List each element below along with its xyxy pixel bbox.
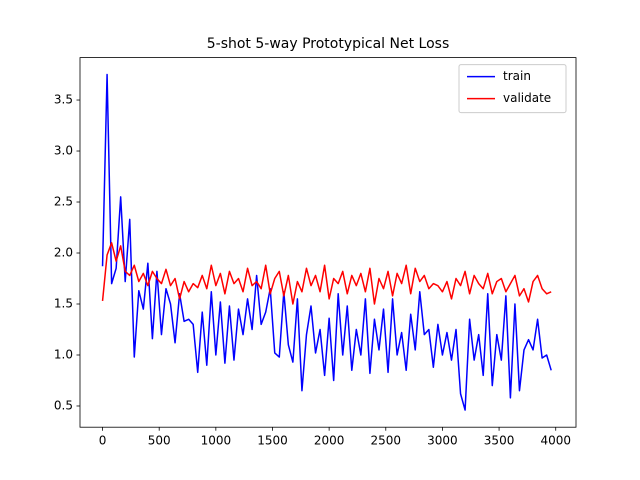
y-tick-label: 1.5 [54,297,73,311]
plot-frame [79,57,577,428]
x-tick-label: 500 [148,434,171,448]
x-tick-label: 2000 [314,434,345,448]
x-tick-label: 1000 [201,434,232,448]
x-tick-label: 3500 [484,434,515,448]
x-tick-label: 0 [99,434,107,448]
x-tick-label: 2500 [371,434,402,448]
y-tick-label: 3.5 [54,93,73,107]
y-tick-label: 2.0 [54,246,73,260]
y-tick-label: 1.0 [54,347,73,361]
y-tick-label: 0.5 [54,398,73,412]
legend-label: validate [503,91,551,105]
x-tick-label: 1500 [257,434,288,448]
x-tick-label: 3000 [427,434,458,448]
line-series [101,242,552,305]
x-tick-label: 4000 [540,434,571,448]
legend-label: train [503,69,531,83]
chart-title: 5-shot 5-way Prototypical Net Loss [207,36,450,52]
y-tick-label: 3.0 [54,144,73,158]
line-series [101,73,552,411]
y-tick-label: 2.5 [54,195,73,209]
